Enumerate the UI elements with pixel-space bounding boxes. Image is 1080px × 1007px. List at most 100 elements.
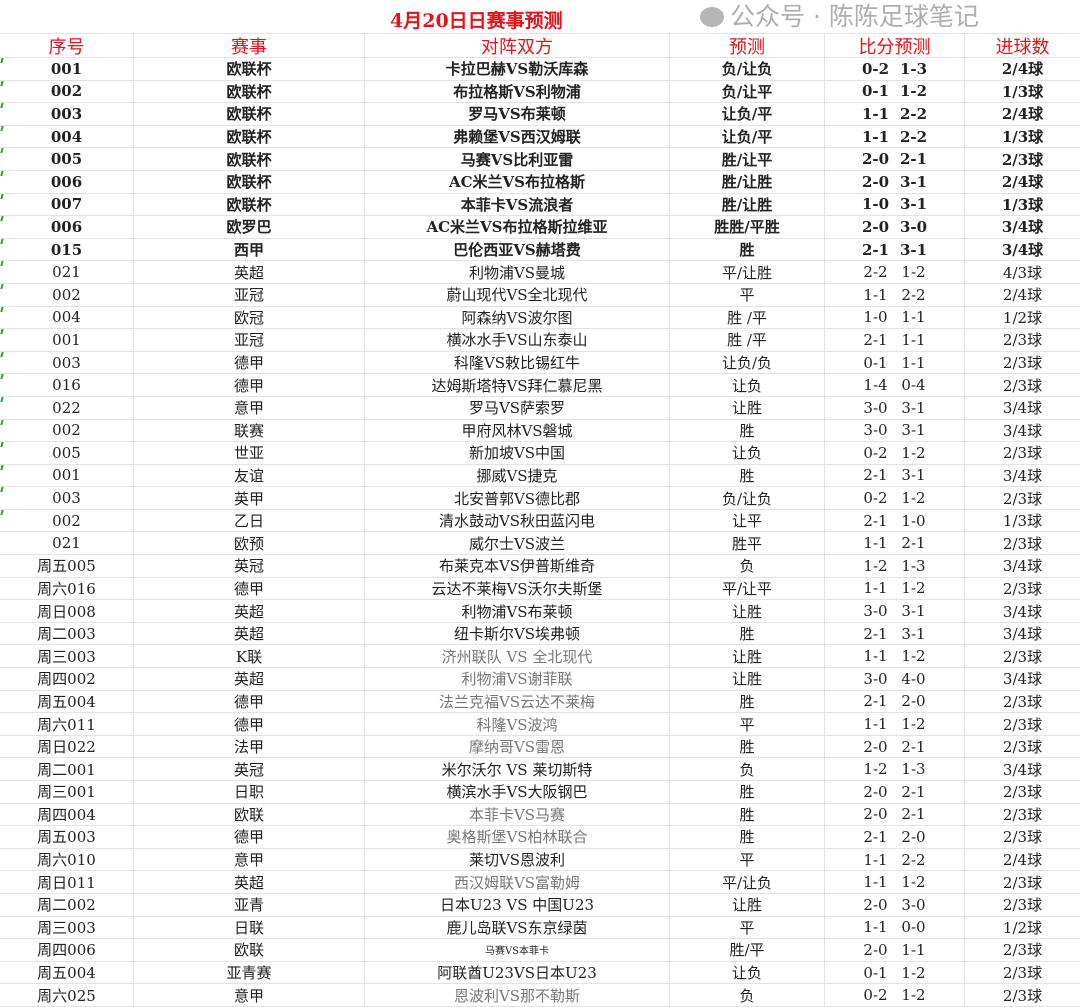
row-goals: 2/3球 (1002, 873, 1043, 892)
row-number: 周日022 (0, 735, 134, 758)
row-number: 周日011 (0, 871, 134, 893)
row-score: 0-2 1-2 (825, 984, 965, 1006)
score-primary: 2-0 (863, 940, 888, 959)
score-secondary: 3-1 (901, 421, 926, 440)
row-number: 周五005 (0, 555, 134, 577)
score-secondary: 1-3 (901, 556, 926, 575)
table-row: 周五004 德甲 法兰克福VS云达不莱梅胜 2-1 2-0 2/3球 (0, 690, 1080, 714)
row-goals: 2/3球 (1002, 715, 1043, 734)
row-score: 2-0 3-1 (825, 170, 965, 193)
row-league: 德甲 (134, 713, 365, 735)
row-prediction: 胜平 (670, 532, 825, 555)
table-body: 001 欧联杯 卡拉巴赫VS勒沃库森 负/让负 0-2 1-3 2/4球 002 欧联杯 布拉格斯… (0, 58, 1080, 1007)
row-goals: 1/3球 (1001, 128, 1044, 147)
score-primary: 0-2 (863, 443, 888, 462)
row-prediction: 胜 (670, 826, 825, 848)
score-secondary: 3-0 (899, 217, 928, 236)
row-match: 卡拉巴赫VS勒沃库森 (365, 58, 670, 80)
score-secondary: 1-2 (901, 715, 926, 734)
row-number: 021 (0, 261, 134, 283)
score-primary: 1-1 (861, 127, 890, 146)
table-row: 周六025 意甲 恩波利VS那不勒斯负 0-2 1-2 2/3球 (0, 984, 1080, 1007)
row-league: 英甲 (134, 487, 365, 509)
score-primary: 0-2 (863, 489, 888, 508)
row-match: AC米兰VS布拉格斯 (365, 170, 670, 193)
row-league: 联赛 (134, 419, 365, 442)
row-score: 1-1 2-1 (825, 532, 965, 555)
score-secondary: 1-2 (901, 963, 926, 982)
row-league: 英超 (134, 622, 365, 645)
row-match: 日本U23 VS 中国U23 (365, 893, 670, 916)
row-number: 001 (0, 58, 134, 80)
score-primary: 3-0 (863, 602, 888, 621)
row-prediction: 平 (670, 848, 825, 871)
row-number: 016 (0, 374, 134, 396)
row-score: 1-1 2-2 (825, 125, 965, 148)
row-goals: 3/4球 (1001, 241, 1044, 260)
row-number: 002 (0, 419, 134, 442)
table-row: 006 欧联杯 AC米兰VS布拉格斯 胜/让胜 2-0 3-1 2/4球 (0, 170, 1080, 194)
row-score: 2-1 3-1 (825, 238, 965, 261)
score-secondary: 2-0 (901, 827, 926, 846)
row-prediction: 负/让平 (670, 80, 825, 103)
table-row: 周日022 法甲 摩纳哥VS雷恩胜 2-0 2-1 2/3球 (0, 735, 1080, 759)
score-secondary: 3-1 (899, 195, 928, 214)
row-league: 德甲 (134, 374, 365, 396)
row-league: 日联 (134, 916, 365, 939)
table-row: 006 欧罗巴 AC米兰VS布拉格斯拉维亚 胜胜/平胜 2-0 3-0 3/4球 (0, 216, 1080, 239)
score-primary: 0-1 (861, 82, 890, 101)
row-prediction: 让负/平 (670, 103, 825, 125)
row-prediction: 负 (670, 984, 825, 1006)
table-row: 002 乙日 清水鼓动VS秋田蓝闪电 让平 2-1 1-0 1/3球 (0, 509, 1080, 533)
score-primary: 0-2 (861, 59, 890, 78)
row-league: 欧联杯 (134, 58, 365, 80)
row-score: 2-1 1-0 (825, 509, 965, 532)
score-primary: 2-2 (863, 263, 888, 282)
row-league: 欧联 (134, 939, 365, 961)
row-number: 003 (0, 103, 134, 125)
score-primary: 1-1 (863, 873, 888, 892)
row-number: 周日008 (0, 600, 134, 622)
table-row: 002 联赛 甲府风林VS磐城胜 3-0 3-1 3/4球 (0, 419, 1080, 443)
row-league: 意甲 (134, 984, 365, 1006)
score-secondary: 1-2 (901, 986, 926, 1005)
score-secondary: 2-2 (899, 104, 928, 123)
row-number: 004 (0, 125, 134, 148)
row-league: 亚青 (134, 893, 365, 916)
row-goals: 3/4球 (1002, 399, 1043, 418)
table-row: 001 亚冠 横冰水手VS山东泰山胜 /平 2-1 1-1 2/3球 (0, 329, 1080, 352)
row-prediction: 胜 /平 (670, 329, 825, 351)
score-secondary: 2-1 (901, 737, 926, 756)
wechat-icon (700, 6, 724, 27)
row-score: 2-1 3-1 (825, 464, 965, 487)
row-goals: 2/3球 (1002, 579, 1043, 598)
row-match: 布拉格斯VS利物浦 (365, 80, 670, 103)
row-number: 006 (0, 170, 134, 193)
row-goals: 2/3球 (1002, 331, 1043, 350)
row-goals: 3/4球 (1002, 670, 1043, 689)
row-score: 1-1 1-2 (825, 713, 965, 735)
row-goals: 3/4球 (1002, 421, 1043, 440)
row-number: 周三003 (0, 916, 134, 939)
table-row: 周六010 意甲 莱切VS恩波利平 1-1 2-2 2/4球 (0, 848, 1080, 872)
table-row: 周二001 英冠 米尔沃尔 VS 莱切斯特负 1-2 1-3 3/4球 (0, 758, 1080, 781)
score-secondary: 2-1 (901, 805, 926, 824)
score-secondary: 1-1 (901, 330, 926, 349)
row-number: 周六025 (0, 984, 134, 1006)
score-primary: 1-4 (863, 376, 888, 395)
score-secondary: 1-3 (901, 760, 926, 779)
row-league: 法甲 (134, 735, 365, 758)
row-number: 001 (0, 464, 134, 487)
row-number: 003 (0, 487, 134, 509)
row-score: 3-0 3-1 (825, 396, 965, 419)
row-league: 欧联杯 (134, 125, 365, 148)
score-primary: 0-2 (863, 986, 888, 1005)
row-score: 1-4 0-4 (825, 374, 965, 396)
row-prediction: 让胜 (670, 893, 825, 916)
row-league: 英超 (134, 261, 365, 283)
row-number: 022 (0, 396, 134, 419)
row-match: 罗马VS萨索罗 (365, 396, 670, 419)
table-row: 021 欧预 威尔士VS波兰 胜平 1-1 2-1 2/3球 (0, 532, 1080, 556)
table-row: 周日011 英超 西汉姆联VS富勒姆 平/让负 1-1 1-2 2/3球 (0, 871, 1080, 894)
